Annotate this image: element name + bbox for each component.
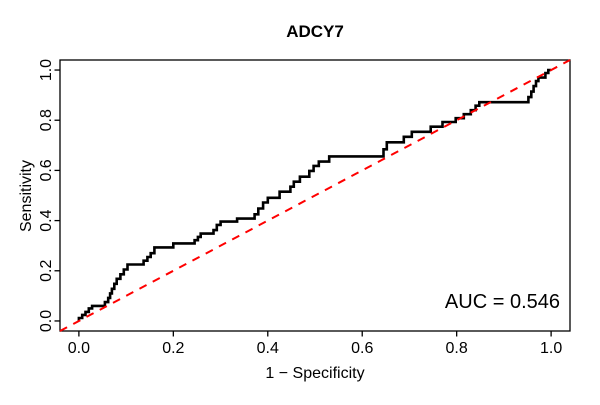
y-tick-label: 0.4 bbox=[38, 209, 55, 231]
roc-curve bbox=[77, 68, 552, 321]
x-tick-label: 1.0 bbox=[540, 340, 562, 357]
x-tick-label: 0.0 bbox=[68, 340, 90, 357]
chart-title: ADCY7 bbox=[286, 22, 344, 41]
y-tick-label: 0.0 bbox=[38, 310, 55, 332]
y-tick-label: 0.2 bbox=[38, 260, 55, 282]
x-tick-label: 0.8 bbox=[446, 340, 468, 357]
x-tick-label: 0.2 bbox=[162, 340, 184, 357]
auc-annotation: AUC = 0.546 bbox=[445, 291, 560, 313]
x-axis-label: 1 − Specificity bbox=[265, 365, 364, 382]
x-tick-label: 0.6 bbox=[351, 340, 373, 357]
y-axis-label: Sensitivity bbox=[18, 160, 35, 232]
plot-box bbox=[59, 59, 571, 332]
reference-diagonal bbox=[59, 59, 571, 332]
curves-layer bbox=[59, 59, 571, 332]
y-tick-label: 1.0 bbox=[38, 59, 55, 81]
x-tick-label: 0.4 bbox=[257, 340, 279, 357]
y-tick-label: 0.8 bbox=[38, 109, 55, 131]
y-tick-label: 0.6 bbox=[38, 159, 55, 181]
axes-layer: 0.0 0.2 0.4 0.6 0.8 1.0 0.0 0.2 0.4 0.6 0.8 1.0 bbox=[38, 59, 571, 357]
